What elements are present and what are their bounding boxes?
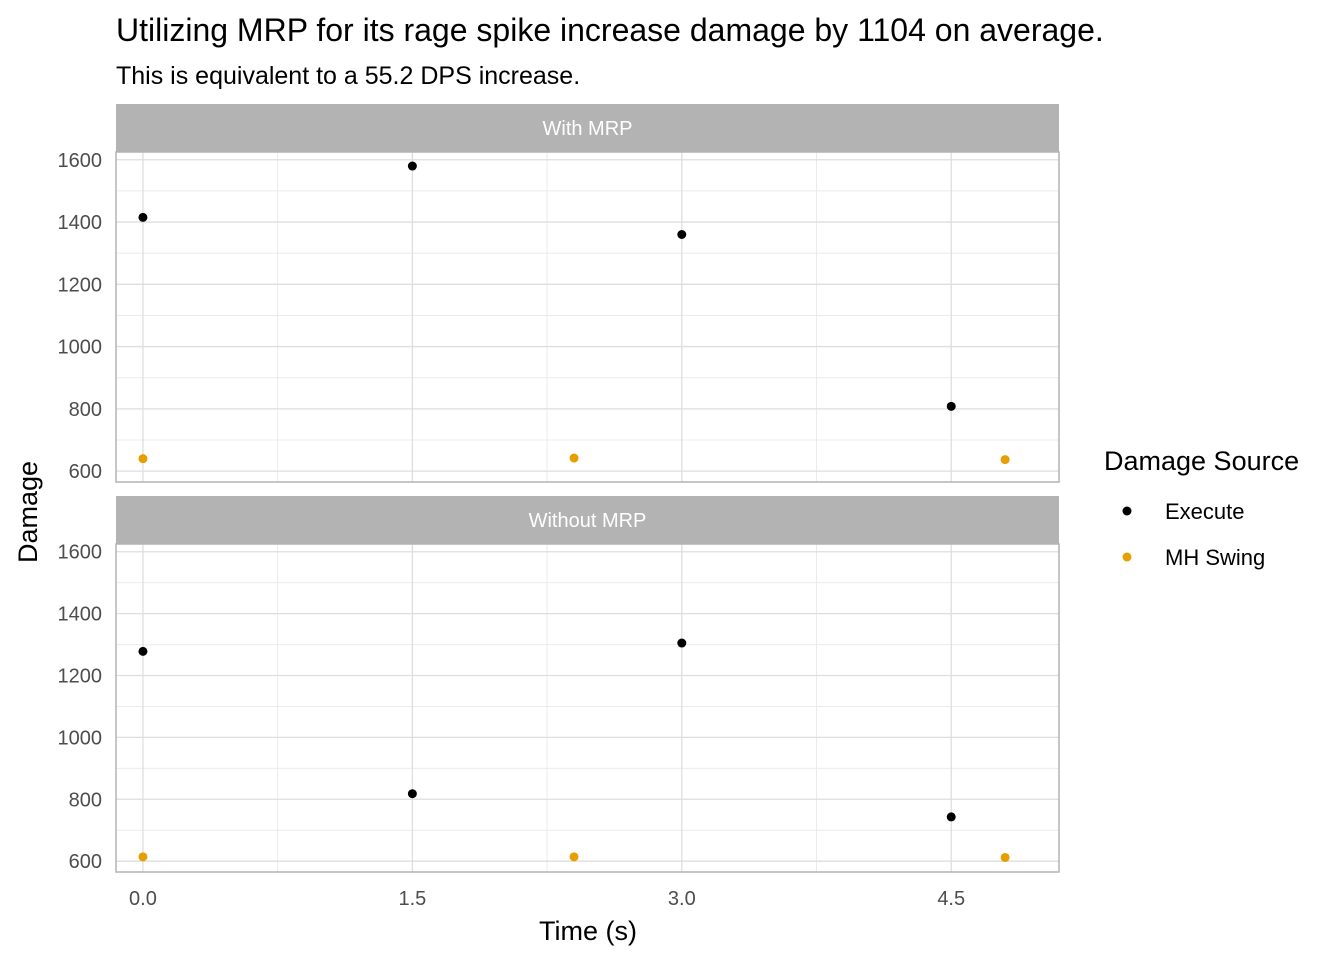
y-tick-label: 1200 [58,274,103,296]
legend-key-mh-swing [1122,552,1132,562]
x-axis-title: Time (s) [539,916,637,946]
facet-panel: With MRP 600 800 1000 1200 1400 1600 [58,104,1060,483]
facet-strip-label: With MRP [543,118,633,140]
y-tick-label: 800 [69,399,102,421]
y-tick-label: 1400 [58,604,103,626]
data-point-mh-swing [1000,852,1010,862]
chart-title: Utilizing MRP for its rage spike increas… [116,12,1104,48]
legend-title: Damage Source [1104,446,1299,476]
chart-subtitle: This is equivalent to a 55.2 DPS increas… [116,62,580,90]
legend-label: MH Swing [1165,545,1265,570]
y-tick-label: 1400 [58,212,103,234]
y-tick-label: 600 [69,851,102,873]
y-tick-label: 1200 [58,666,103,688]
facet-panel: Without MRP 600 800 1000 1200 1400 1600 [58,496,1060,873]
x-tick-label: 3.0 [668,888,696,910]
facet-strip [116,496,1059,544]
x-tick-label: 4.5 [937,888,965,910]
y-tick-label: 800 [69,789,102,811]
legend: Damage Source Execute MH Swing [1104,446,1299,570]
facet-strip-label: Without MRP [529,510,647,532]
facet-strip [116,104,1059,152]
data-point-mh-swing [138,454,148,464]
data-point-execute [407,789,417,799]
y-tick-label: 1000 [58,727,103,749]
legend-label: Execute [1165,499,1245,524]
data-point-mh-swing [1000,455,1010,465]
panel-border [115,543,1060,873]
x-tick-label: 0.0 [129,888,157,910]
y-tick-label: 1000 [58,337,103,359]
data-point-execute [946,812,956,822]
data-point-execute [677,230,687,239]
y-axis-title: Damage [13,461,43,563]
panel-border [115,151,1060,483]
data-point-mh-swing [569,852,579,862]
legend-key-execute [1122,506,1132,516]
y-tick-label: 1600 [58,150,103,172]
data-point-execute [138,646,148,656]
data-point-mh-swing [569,453,579,463]
data-point-execute [946,401,956,411]
x-tick-label: 1.5 [398,888,426,910]
y-tick-label: 600 [69,461,102,483]
data-point-execute [407,161,417,171]
data-point-execute [138,212,148,222]
y-tick-label: 1600 [58,542,103,564]
data-point-mh-swing [138,852,148,862]
data-point-execute [677,638,687,648]
